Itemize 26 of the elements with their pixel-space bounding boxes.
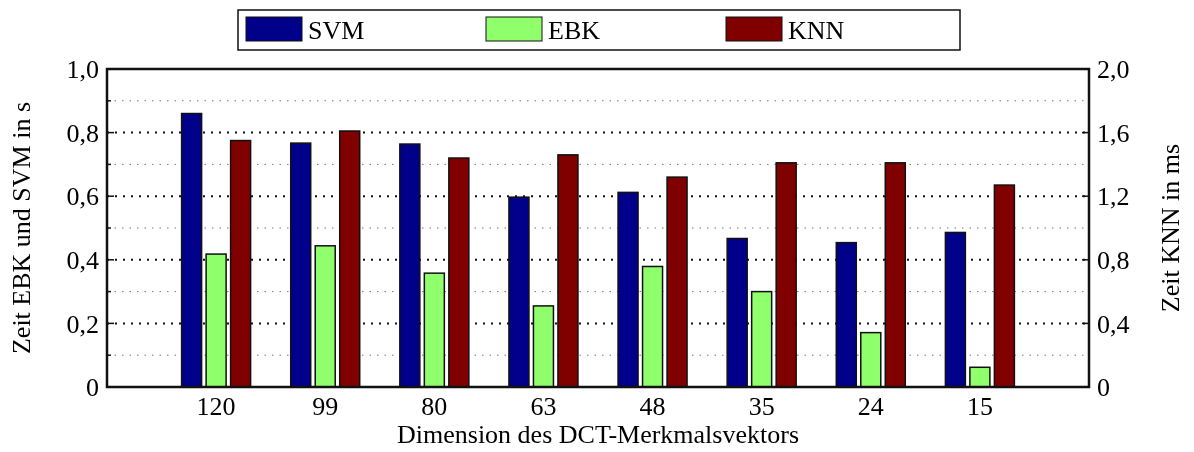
y-tick-label: 1,0	[66, 55, 99, 85]
y2-axis-title: Zeit KNN in ms	[1156, 143, 1186, 313]
x-axis-title: Dimension des DCT-Merkmalsvektors	[397, 420, 799, 449]
y2-tick-label: 1,2	[1097, 182, 1130, 212]
y2-tick-label: 0,8	[1097, 245, 1130, 275]
legend-label: EBK	[548, 16, 601, 46]
y-tick-label: 0,2	[66, 309, 99, 339]
x-tick-label: 120	[196, 392, 236, 421]
y-tick-label: 0,6	[66, 182, 99, 212]
legend-label: KNN	[788, 16, 845, 46]
y-tick-label: 0,4	[66, 245, 99, 275]
legend-label: SVM	[308, 16, 365, 46]
y2-tick-label: 2,0	[1097, 55, 1130, 85]
y-tick-label: 0	[86, 373, 99, 403]
y2-tick-label: 0	[1097, 373, 1110, 403]
x-tick-label: 24	[857, 392, 884, 421]
y-tick-label: 0,8	[66, 118, 99, 148]
x-tick-label: 35	[748, 392, 775, 421]
x-tick-label: 63	[530, 392, 557, 421]
x-tick-label: 48	[639, 392, 666, 421]
x-tick-label: 80	[421, 392, 448, 421]
y-axis-title: Zeit EBK und SVM in s	[7, 101, 36, 355]
y2-tick-label: 1,6	[1097, 118, 1130, 148]
y2-tick-label: 0,4	[1097, 309, 1130, 339]
x-tick-label: 15	[966, 392, 993, 421]
x-tick-label: 99	[312, 392, 339, 421]
